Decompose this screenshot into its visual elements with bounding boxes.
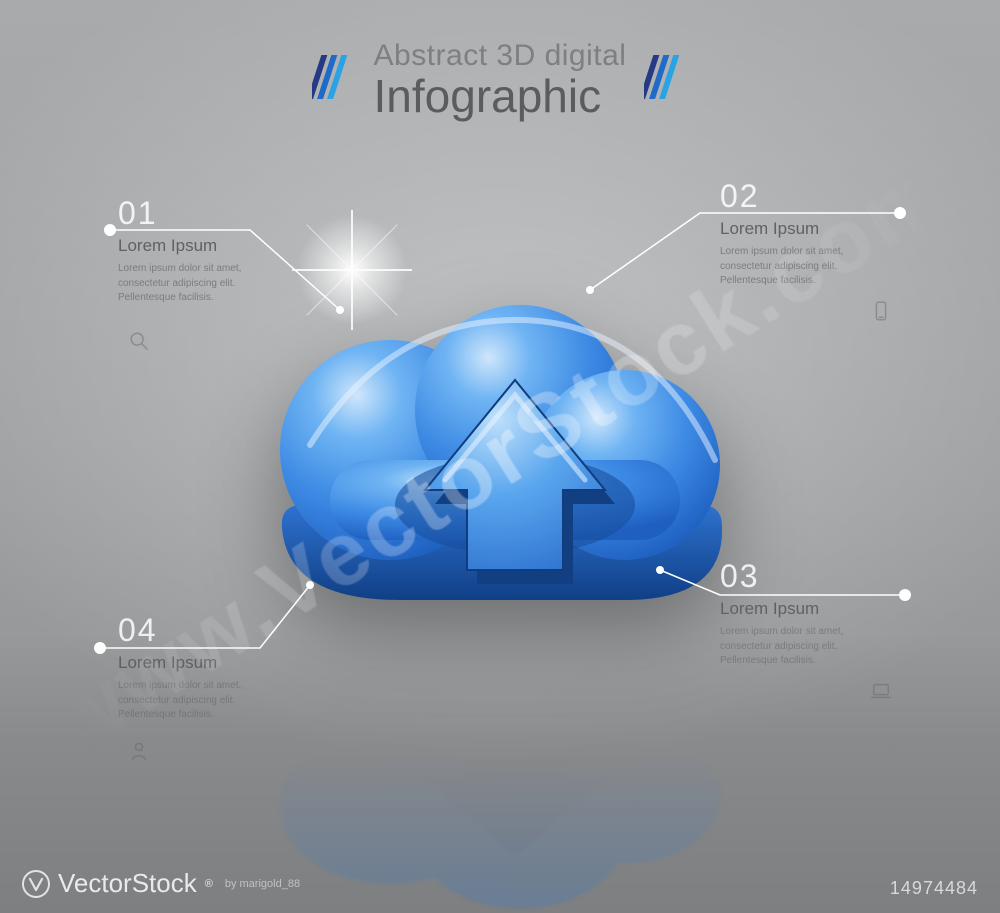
- watermark-footer: VectorStock ® by marigold_88 14974484: [0, 868, 1000, 899]
- stripes-right-icon: [644, 53, 688, 106]
- cloud-upload-icon: [270, 300, 730, 620]
- vectorstock-logo-icon: [22, 870, 50, 898]
- laptop-icon: [870, 680, 892, 707]
- callout-04: 04 Lorem Ipsum Lorem ipsum dolor sit amet,…: [118, 612, 358, 723]
- callout-title: Lorem Ipsum: [118, 653, 358, 673]
- title-line2: Infographic: [374, 72, 627, 120]
- callout-body: Lorem ipsum dolor sit amet, consectetur …: [720, 625, 870, 669]
- callout-02: 02 Lorem Ipsum Lorem ipsum dolor sit amet,…: [720, 178, 960, 289]
- callout-number: 01: [118, 195, 358, 232]
- callout-number: 03: [720, 558, 960, 595]
- watermark-brand-suffix: ®: [205, 878, 213, 890]
- watermark-byline: by marigold_88: [225, 878, 300, 890]
- watermark-id: 14974484: [890, 878, 978, 899]
- callout-title: Lorem Ipsum: [118, 236, 358, 256]
- callout-03: 03 Lorem Ipsum Lorem ipsum dolor sit amet,…: [720, 558, 960, 669]
- callout-title: Lorem Ipsum: [720, 219, 960, 239]
- callout-number: 04: [118, 612, 358, 649]
- stripes-left-icon: [312, 53, 356, 106]
- magnifier-icon: [128, 330, 150, 357]
- title-line1: Abstract 3D digital: [374, 40, 627, 72]
- phone-icon: [870, 300, 892, 327]
- callout-number: 02: [720, 178, 960, 215]
- callout-body: Lorem ipsum dolor sit amet, consectetur …: [720, 245, 870, 289]
- callout-title: Lorem Ipsum: [720, 599, 960, 619]
- callout-body: Lorem ipsum dolor sit amet, consectetur …: [118, 679, 268, 723]
- person-icon: [128, 740, 150, 767]
- watermark-brand: VectorStock: [58, 868, 197, 899]
- callout-01: 01 Lorem Ipsum Lorem ipsum dolor sit amet,…: [118, 195, 358, 306]
- callout-body: Lorem ipsum dolor sit amet, consectetur …: [118, 262, 268, 306]
- title-block: Abstract 3D digital Infographic: [0, 40, 1000, 120]
- infographic-stage: Abstract 3D digital Infographic: [0, 0, 1000, 913]
